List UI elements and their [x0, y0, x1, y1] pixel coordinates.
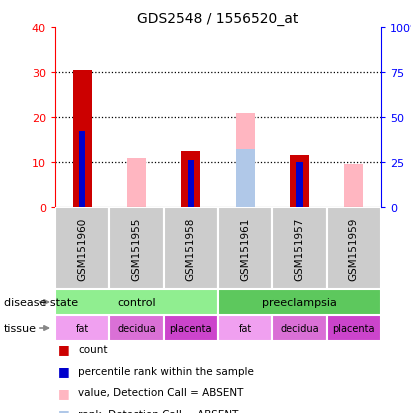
Bar: [127, 158, 146, 207]
Bar: [55, 315, 109, 341]
Text: value, Detection Call = ABSENT: value, Detection Call = ABSENT: [78, 387, 243, 397]
Text: GSM151958: GSM151958: [186, 217, 196, 280]
Bar: [218, 315, 272, 341]
Bar: [344, 165, 363, 207]
Bar: [272, 207, 327, 289]
Text: preeclampsia: preeclampsia: [262, 297, 337, 307]
Bar: [79, 131, 85, 207]
Text: ■: ■: [58, 407, 69, 413]
Text: GSM151955: GSM151955: [132, 217, 141, 280]
Text: fat: fat: [238, 323, 252, 333]
Text: placenta: placenta: [332, 323, 375, 333]
Text: tissue: tissue: [4, 323, 37, 333]
Bar: [218, 207, 272, 289]
Text: decidua: decidua: [117, 323, 156, 333]
Bar: [164, 207, 218, 289]
Bar: [73, 136, 92, 207]
Text: control: control: [117, 297, 156, 307]
Text: GSM151960: GSM151960: [77, 217, 87, 280]
Bar: [109, 315, 164, 341]
Text: count: count: [78, 344, 108, 354]
Text: ■: ■: [58, 386, 69, 399]
Bar: [109, 207, 164, 289]
Text: GSM151959: GSM151959: [349, 217, 359, 280]
Bar: [290, 156, 309, 207]
Bar: [181, 163, 200, 207]
Bar: [187, 160, 194, 207]
Bar: [55, 207, 109, 289]
Text: ■: ■: [58, 364, 69, 377]
Bar: [290, 163, 309, 207]
Bar: [218, 289, 381, 315]
Bar: [73, 71, 92, 207]
Bar: [272, 315, 327, 341]
Text: GSM151957: GSM151957: [295, 217, 305, 280]
Text: GSM151961: GSM151961: [240, 217, 250, 280]
Bar: [327, 315, 381, 341]
Text: ■: ■: [58, 343, 69, 356]
Bar: [181, 152, 200, 207]
Text: decidua: decidua: [280, 323, 319, 333]
Bar: [236, 149, 255, 207]
Text: rank, Detection Call = ABSENT: rank, Detection Call = ABSENT: [78, 408, 238, 413]
Bar: [296, 163, 303, 207]
Bar: [236, 113, 255, 207]
Bar: [327, 207, 381, 289]
Text: fat: fat: [76, 323, 89, 333]
Title: GDS2548 / 1556520_at: GDS2548 / 1556520_at: [137, 12, 299, 26]
Bar: [164, 315, 218, 341]
Text: percentile rank within the sample: percentile rank within the sample: [78, 366, 254, 375]
Text: disease state: disease state: [4, 297, 78, 307]
Text: placenta: placenta: [170, 323, 212, 333]
Bar: [55, 289, 218, 315]
